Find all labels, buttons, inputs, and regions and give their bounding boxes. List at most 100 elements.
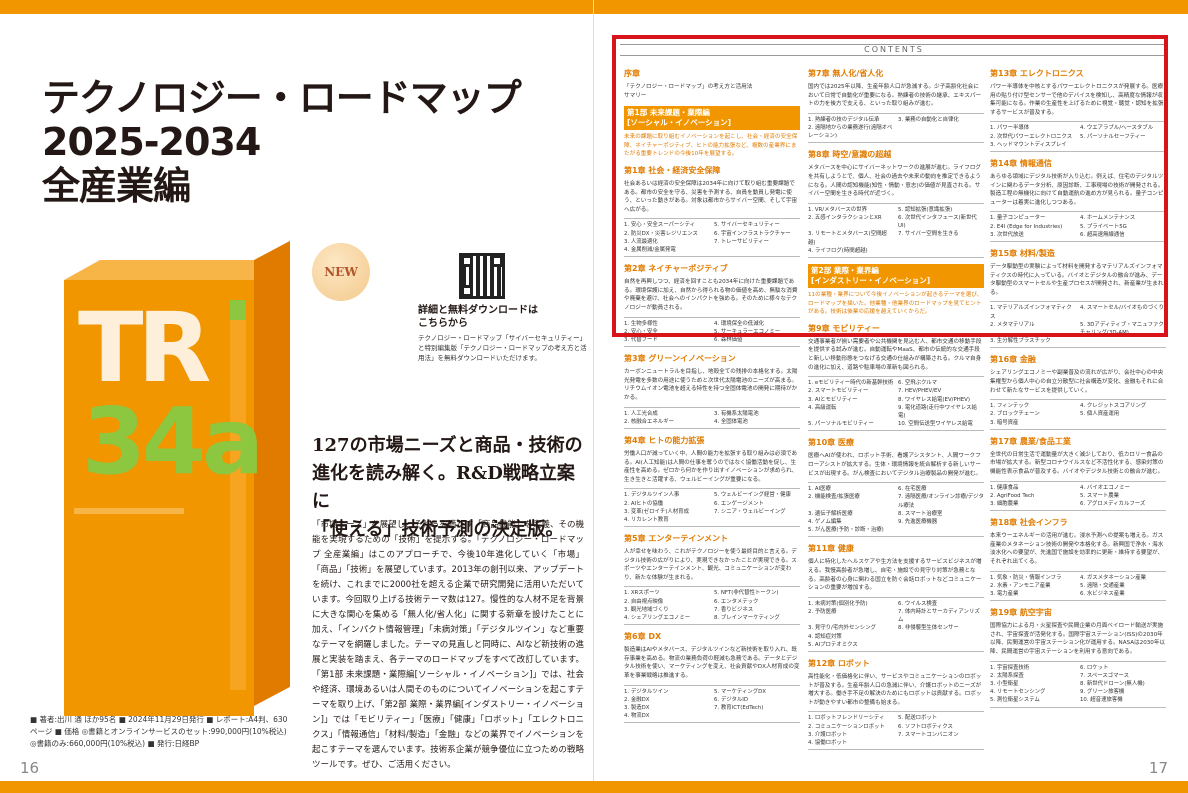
book-cover-image: TR 34a bbox=[64, 240, 290, 716]
topic-item: 4. ウエアラブル/ヘースタブル bbox=[1080, 125, 1154, 132]
topic-item: 3. 観光地域づくり bbox=[624, 606, 669, 613]
topic-item: 1. 熟練者の技のデジタル伝承 bbox=[808, 116, 880, 123]
chapter-topic-list: 1. AI医療 6. 在宅医療 2. 機能検査/拡張医療 7. 遠隔医療/オンライン診… bbox=[808, 482, 984, 538]
chapter-heading: 第14章 情報通信 bbox=[990, 158, 1052, 168]
chapter-topic-list: 1. 安心・安全スーパーシティ 5. サイバーセキュリティー 2. 防災DX・災害レ… bbox=[624, 218, 800, 258]
part-heading: 第1部 未来課題・業際編 [ソーシャル・イノベーション] bbox=[624, 106, 800, 131]
topic-item: 8. ワイヤレス給電(EV/PHEV) bbox=[898, 396, 970, 403]
chapter-topic-list: 1. 未病対策(個別化予防) 6. ウイルス検査 2. 予防医療 7. 体内時計とサー… bbox=[808, 596, 984, 652]
topic-item: 7. 香りビジネス bbox=[714, 606, 754, 613]
topic-item: 4. ライフログ(時間超越) bbox=[808, 247, 868, 254]
contents-label: CONTENTS bbox=[620, 44, 1168, 56]
topic-item: 4. シェアリングエコノミー bbox=[624, 615, 691, 622]
topic-item: 2. ブロックチェーン bbox=[990, 411, 1040, 418]
chapter-heading: 第2章 ネイチャーポジティブ bbox=[624, 264, 728, 274]
topic-item: 5. マーケティングDX bbox=[714, 688, 767, 695]
topic-item: 1. デジタルツイン bbox=[624, 688, 669, 695]
chapter-heading: 第8章 時空/意識の超越 bbox=[808, 150, 892, 160]
topic-item: 6. ウイルス検査 bbox=[898, 600, 938, 607]
topic-item: 4. バイオエコノミー bbox=[1080, 484, 1130, 491]
topic-item: 10. 空間伝送型ワイヤレス給電 bbox=[898, 421, 973, 428]
chapter-description: 国際協力による月・火星探査や民間企業の月面ベイロード輸送が実施され、宇宙探査が活… bbox=[990, 623, 1166, 655]
topic-item: 5. プライベート5G bbox=[1080, 223, 1127, 230]
catch-copy: 127の市場ニーズと商品・技術の 進化を読み解く。R&D戦略立案に 「使える」技… bbox=[312, 432, 592, 544]
topic-item: 4. ホームメンテナンス bbox=[1080, 215, 1136, 222]
chapter-heading: 第5章 エンターテインメント bbox=[624, 534, 729, 544]
topic-item: 1. フィンテック bbox=[990, 403, 1030, 410]
topic-item: 1. 人工光合成 bbox=[624, 410, 658, 417]
chapter-description: パワー半導体を中核とするパワーエレクトロニクスが発展する。医療用の貼り付け型セン… bbox=[990, 84, 1164, 116]
topic-item: 2. スマートモビリティー bbox=[808, 388, 869, 395]
topic-item: 6. 空飛ぶクルマ bbox=[898, 380, 938, 387]
topic-item: 1. 宇宙探査技術 bbox=[990, 664, 1030, 671]
topic-item bbox=[714, 516, 800, 524]
topic-item: 4. リカレント教育 bbox=[624, 516, 669, 523]
topic-item: 7. 遠隔医療/オンライン診療/デジタル療法 bbox=[898, 494, 984, 509]
chapter-heading: 第6章 DX bbox=[624, 632, 662, 642]
topic-item: 5. パーソナルセーフティー bbox=[1080, 133, 1146, 140]
topic-item: 2. 防災DX・災害レジリエンス bbox=[624, 230, 698, 237]
topic-item: 3. 有機系太陽電池 bbox=[714, 410, 759, 417]
topic-item: 3. 生分解性プラスチック bbox=[990, 338, 1051, 345]
chapter-description: あらゆる領域にデジタル技術が入り込む。例えば、住宅のデジタルツインに関わるデータ… bbox=[990, 173, 1164, 206]
topic-item: 6. アグロメディカルフーズ bbox=[1080, 500, 1146, 507]
chapter-topic-list: 1. 気象・防災・情報インフラ 4. ガスメタネーション産業 2. 水素・アンモニア… bbox=[990, 570, 1166, 602]
topic-item: 6. ロケット bbox=[1080, 664, 1109, 671]
topic-item: 7. トレーサビリティー bbox=[714, 238, 769, 245]
chapter-description: 個人に特化したヘルスケアや生方法を支援するサービスビジネスが増える。我慢高齢者が… bbox=[808, 559, 982, 592]
topic-item: 10. 超音速旅客機 bbox=[1080, 697, 1123, 704]
topic-item: 6. 超高速無線通信 bbox=[1080, 231, 1125, 238]
topic-item: 1. 健康食品 bbox=[990, 484, 1019, 491]
topic-item: 8. ブレインマーケティング bbox=[714, 615, 780, 622]
chapter-heading: 第4章 ヒトの能力拡張 bbox=[624, 435, 705, 445]
topic-item: 8. スマート治療室 bbox=[898, 510, 943, 517]
new-badge: NEW bbox=[312, 243, 370, 301]
topic-item bbox=[714, 712, 800, 720]
topic-item: 7. シニア・ウェルビーイング bbox=[714, 508, 786, 515]
chapter-heading: 第13章 エレクトロニクス bbox=[990, 69, 1084, 78]
topic-item: 7. スペースゴマース bbox=[1080, 672, 1130, 679]
topic-item: 6. デジタルID bbox=[714, 696, 749, 703]
chapter-topic-list: 1. 熟練者の技のデジタル伝承 3. 業務の自動化と自律化 2. 遠隔地からの業務遂… bbox=[808, 112, 984, 144]
chapter-description: 国内では2025年以降、生産年齢人口が急減する。少子高齢化社会において日常で自動… bbox=[808, 84, 982, 108]
chapter-description: カーボンニュートラルを目指し、地殻全ての残排の本格化する。太陽光発電を多数の用途… bbox=[624, 369, 798, 401]
top-orange-bar bbox=[0, 0, 1188, 14]
topic-item: 6. 森林価値 bbox=[714, 336, 743, 343]
contents-column-1: 序章 「テクノロジー・ロードマップ」の考え方と活用法 サマリー 第1部 未来課題・業… bbox=[624, 64, 800, 727]
topic-item: 7. サイバー空間を生きる bbox=[898, 231, 959, 238]
topic-item: 5. サイバーセキュリティー bbox=[714, 222, 780, 229]
chapter-topic-list: 1. ロボットフレンドリーシティ 5. 配送ロボット 2. コミュニケーションロボッ… bbox=[808, 711, 984, 751]
topic-item: 4. リモートセンシング bbox=[990, 689, 1046, 696]
topic-item: 2. 水素・アンモニア産業 bbox=[990, 582, 1051, 589]
contents-column-3: 第13章 エレクトロニクスパワー半導体を中核とするパワーエレクトロニクスが発展す… bbox=[990, 64, 1166, 712]
topic-item: 2. 遠隔地からの業務遂行(遠隔オペレーション) bbox=[808, 124, 893, 140]
topic-item: 3. 遺伝子解析医療 bbox=[808, 510, 853, 517]
title-line-1: テクノロジー・ロードマップ bbox=[42, 76, 522, 120]
chapter-topic-list: 1. デジタルツイン 5. マーケティングDX 2. 金融DX 6. デジタルID 3.… bbox=[624, 684, 800, 724]
chapter-topic-list: 1. デジタルツイン人事 5. ウェルビーイング経営・健康 2. AIヒトの協働 6.… bbox=[624, 488, 800, 528]
topic-item: 5. パーソナルモビリティー bbox=[808, 421, 874, 428]
qr-code[interactable] bbox=[459, 253, 505, 299]
chapter-description: シェアリングエコノミーや副業普及の流れが広がり、会社中心の中央集権型から個人中心… bbox=[990, 370, 1164, 394]
chapter-description: 自然を再興しつつ、経済を回すことも2034年に向けた重要課題である。環境保護に加… bbox=[624, 279, 798, 311]
bottom-orange-bar bbox=[0, 781, 1188, 793]
topic-item: 2. 自由視点映像 bbox=[624, 598, 664, 605]
chapter-heading: 第3章 グリーンイノベーション bbox=[624, 354, 736, 364]
chapter-heading: 第10章 医療 bbox=[808, 438, 854, 448]
chapter-description: 高性能化・低価格化に伴い、サービスやコミュニケーションのロボットが普及する。生産… bbox=[808, 673, 982, 706]
title-line-2: 2025-2034 bbox=[42, 120, 261, 164]
topic-item: 1. AI医療 bbox=[808, 486, 831, 493]
topic-item: 3. 変革(ゼロイチ)人材育成 bbox=[624, 508, 689, 515]
topic-item: 2. 核融合エネルギー bbox=[624, 418, 674, 425]
topic-item bbox=[1080, 141, 1166, 149]
publication-info: ■ 著者:出川 通 ほか95名 ■ 2024年11月29日発行 ■ レポート:A… bbox=[30, 715, 288, 748]
topic-item: 5. 遠隔・交通産業 bbox=[1080, 582, 1125, 589]
chapter-topic-list: 1. 宇宙探査技術 6. ロケット 2. 太陽系探査 7. スペースゴマース 3. 小型… bbox=[990, 660, 1166, 708]
chapter-heading: 序章 bbox=[624, 69, 640, 78]
topic-item: 5. がん医療(予防・診断・治療) bbox=[808, 527, 884, 534]
intro-body-text: 「市場ニーズ」を展望し、それらを満たす「商品機能」を定義、その機能を実現するため… bbox=[312, 520, 584, 770]
part-description: 11の業種・業界について今後イノベーションが起きるテーマを選び、ロードマップを描… bbox=[808, 291, 983, 316]
chapter-heading: 第12章 ロボット bbox=[808, 658, 870, 668]
topic-item: 1. パワー半導体 bbox=[990, 125, 1030, 132]
topic-item bbox=[898, 526, 984, 534]
